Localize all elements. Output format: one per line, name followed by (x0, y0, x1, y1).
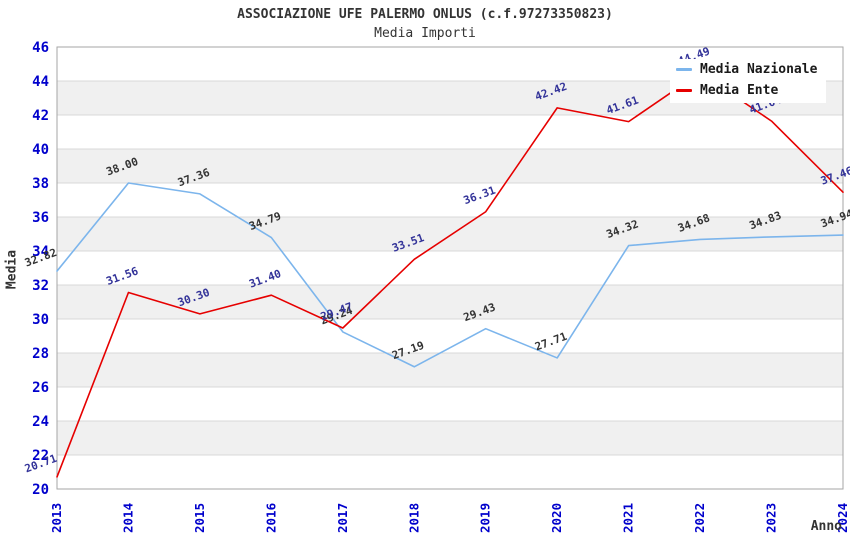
plot-band (57, 387, 843, 421)
legend-line-marker-red (676, 89, 692, 92)
plot-band (57, 115, 843, 149)
plot-band (57, 149, 843, 183)
series-line-media-nazionale[interactable] (56, 182, 844, 368)
y-axis-title: Media (4, 249, 20, 290)
y-tick-label: 34 (32, 244, 49, 260)
y-tick-label: 24 (32, 414, 49, 430)
x-tick-label: 2013 (49, 503, 64, 533)
x-tick-label: 2018 (406, 503, 421, 533)
y-tick-label: 44 (32, 74, 49, 90)
y-tick-label: 30 (32, 312, 49, 328)
y-tick-label: 22 (32, 448, 49, 464)
plot-border (56, 46, 844, 490)
legend-item-media-ente[interactable]: Media Ente (676, 83, 820, 98)
y-tick-label: 38 (32, 176, 49, 192)
y-tick-label: 20 (32, 482, 49, 498)
x-tick-label: 2024 (835, 503, 850, 533)
plot-band (57, 251, 843, 285)
y-tick-label: 28 (32, 346, 49, 362)
plot-band (57, 285, 843, 319)
x-axis-title: Anno (810, 519, 842, 534)
plot-band (57, 353, 843, 387)
x-tick-label: 2017 (335, 503, 350, 533)
legend-label: Media Nazionale (700, 62, 818, 77)
chart-title: ASSOCIAZIONE UFE PALERMO ONLUS (c.f.9727… (237, 7, 613, 22)
chart-legend: Media Nazionale Media Ente (670, 59, 826, 103)
plot-band (57, 421, 843, 455)
y-tick-label: 42 (32, 108, 49, 124)
legend-line-marker-blue (676, 68, 692, 71)
x-tick-label: 2022 (692, 503, 707, 533)
y-tick-label: 46 (32, 40, 49, 56)
y-tick-label: 32 (32, 278, 49, 294)
plot-band (57, 455, 843, 489)
x-tick-label: 2015 (192, 503, 207, 533)
plot-band (57, 183, 843, 217)
y-tick-label: 36 (32, 210, 49, 226)
x-tick-label: 2020 (549, 503, 564, 533)
chart-subtitle: Media Importi (374, 26, 476, 41)
y-tick-label: 26 (32, 380, 49, 396)
legend-item-media-nazionale[interactable]: Media Nazionale (676, 62, 820, 77)
y-tick-label: 40 (32, 142, 49, 158)
x-tick-label: 2014 (120, 503, 135, 533)
plot-band (57, 217, 843, 251)
legend-label: Media Ente (700, 83, 779, 98)
x-tick-label: 2016 (263, 503, 278, 533)
x-tick-label: 2021 (621, 503, 636, 533)
x-tick-label: 2023 (764, 503, 779, 533)
x-tick-label: 2019 (478, 503, 493, 533)
